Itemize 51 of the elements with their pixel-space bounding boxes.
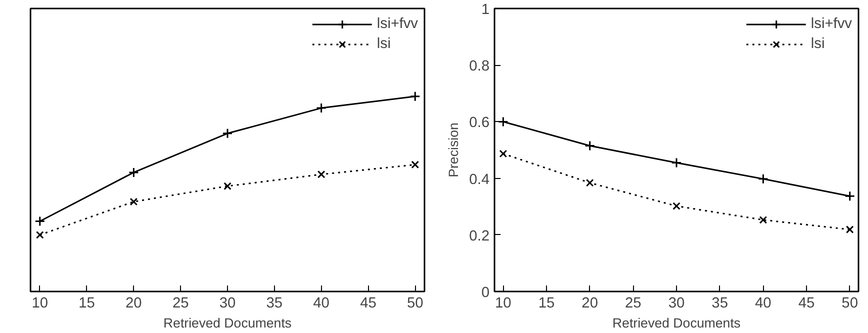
x-tick-label: 15 xyxy=(78,296,95,312)
point xyxy=(34,216,46,226)
point xyxy=(499,150,508,158)
x-tick-label: 15 xyxy=(538,296,555,312)
point xyxy=(128,167,139,178)
point xyxy=(672,202,680,210)
legend-label: lsi+fvv xyxy=(376,16,418,32)
x-axis-title: Retrieved Documents xyxy=(612,316,741,330)
point xyxy=(410,91,420,102)
x-tick-label: 30 xyxy=(219,296,236,312)
point xyxy=(759,216,768,224)
point xyxy=(758,174,768,184)
x-tick-label: 25 xyxy=(172,296,189,312)
x-tick-label: 35 xyxy=(266,296,283,312)
y-tick-label: 0.6 xyxy=(469,115,490,132)
point xyxy=(846,226,854,234)
legend-label: lsi xyxy=(810,36,826,52)
point xyxy=(317,170,326,178)
point xyxy=(130,198,138,206)
point xyxy=(316,102,327,114)
point xyxy=(844,190,856,202)
x-tick-label: 25 xyxy=(625,296,642,312)
point xyxy=(586,178,594,187)
x-tick-label: 10 xyxy=(32,296,48,312)
point xyxy=(411,160,420,169)
point xyxy=(584,140,596,152)
point xyxy=(36,230,44,239)
point xyxy=(222,128,233,139)
x-tick-label: 40 xyxy=(755,296,772,312)
point xyxy=(498,116,508,127)
x-tick-label: 45 xyxy=(798,296,815,312)
point xyxy=(671,157,682,168)
y-tick-label: 0 xyxy=(481,285,490,301)
x-tick-label: 50 xyxy=(842,296,858,312)
x-tick-label: 10 xyxy=(495,296,512,312)
y-tick-label: 0.8 xyxy=(469,58,490,75)
x-tick-label: 35 xyxy=(712,296,728,312)
legend-label: lsi xyxy=(376,36,392,52)
y-axis-title: Precision xyxy=(446,122,462,178)
point xyxy=(224,182,232,190)
x-tick-label: 30 xyxy=(668,296,685,312)
x-tick-label: 50 xyxy=(406,296,424,312)
y-tick-label: 0.2 xyxy=(469,228,490,244)
y-tick-label: 0.4 xyxy=(469,172,490,188)
legend-label: lsi+fvv xyxy=(810,16,852,32)
x-tick-label: 20 xyxy=(126,296,142,312)
y-tick-label: 1 xyxy=(481,2,490,18)
x-tick-label: 40 xyxy=(313,296,330,312)
x-tick-label: 45 xyxy=(360,296,376,312)
x-axis-title: Retrieved Documents xyxy=(163,316,292,330)
x-tick-label: 20 xyxy=(582,296,598,312)
